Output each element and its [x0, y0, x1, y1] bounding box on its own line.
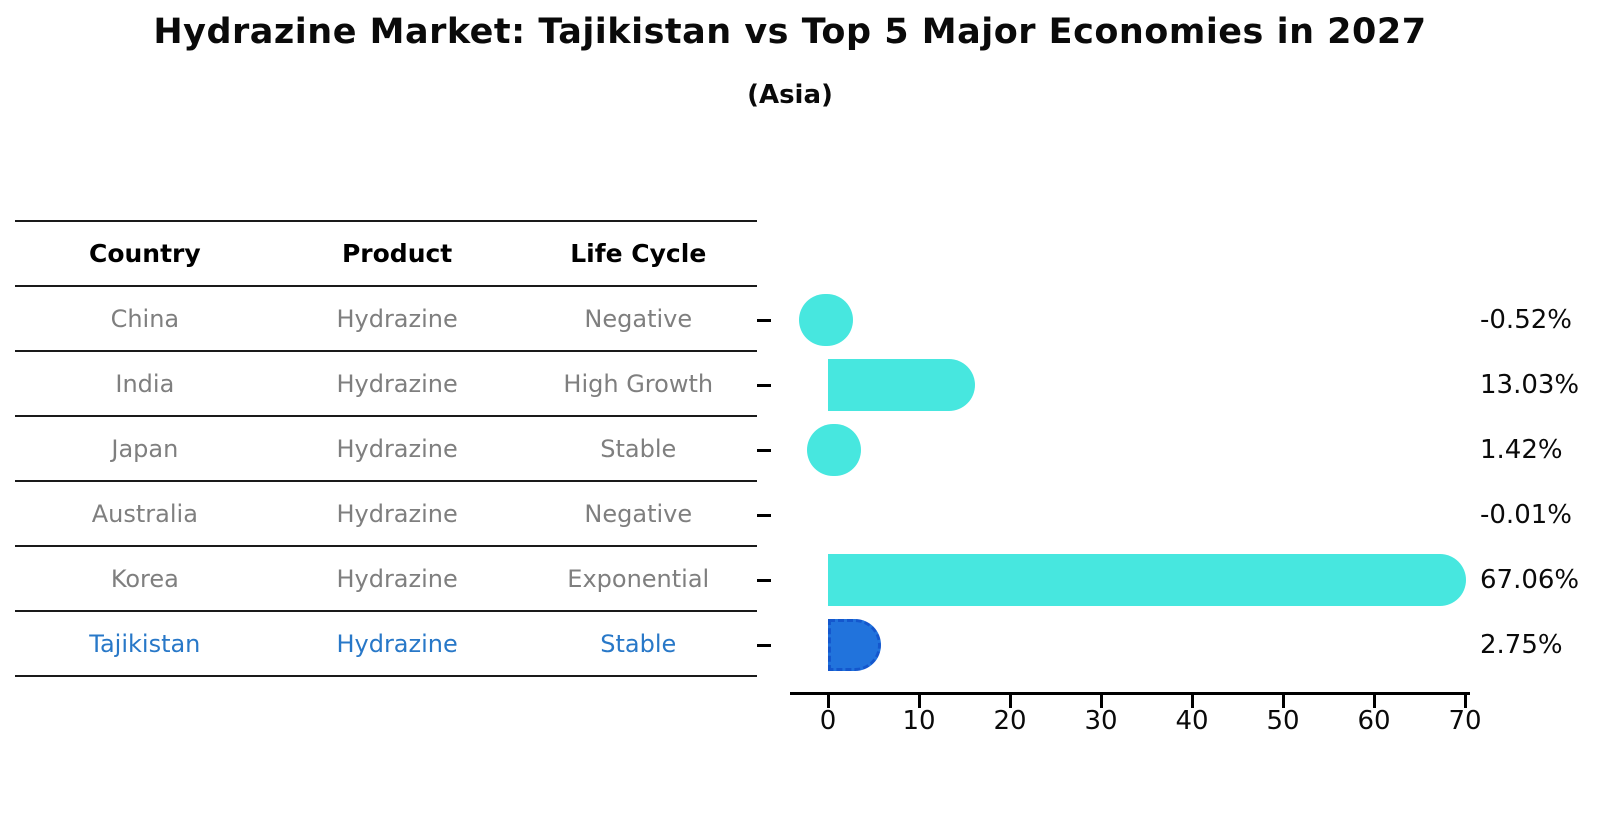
table-row: China Hydrazine Negative — [15, 287, 757, 352]
y-axis-tick — [757, 318, 771, 322]
lifecycle-cell: Negative — [584, 499, 693, 528]
x-axis-tick-label: 50 — [1266, 706, 1300, 736]
x-axis-tick-label: 10 — [902, 706, 936, 736]
y-axis-tick — [757, 643, 771, 647]
country-cell: Japan — [111, 434, 179, 463]
table-row: Korea Hydrazine Exponential — [15, 547, 757, 612]
country-cell: Korea — [110, 564, 179, 593]
bar-tajikistan — [828, 619, 882, 671]
x-axis-tick-label: 30 — [1084, 706, 1118, 736]
value-label: -0.52% — [1480, 305, 1572, 335]
x-axis-tick — [1463, 695, 1467, 708]
country-table: Country Product Life Cycle China Hydrazine Ne… — [15, 220, 757, 677]
table-row: Japan Hydrazine Stable — [15, 417, 757, 482]
lifecycle-cell: Stable — [600, 629, 677, 658]
x-axis-tick-label: 20 — [993, 706, 1027, 736]
value-label: 1.42% — [1480, 435, 1563, 465]
product-cell: Hydrazine — [336, 434, 458, 463]
lifecycle-cell: Stable — [600, 434, 677, 463]
x-axis-tick — [826, 695, 830, 708]
x-axis-tick — [1281, 695, 1285, 708]
x-axis-tick-label: 60 — [1357, 706, 1391, 736]
bar-india — [828, 359, 975, 411]
value-label: 67.06% — [1480, 565, 1580, 595]
product-cell: Hydrazine — [336, 304, 458, 333]
table-header-row: Country Product Life Cycle — [15, 222, 757, 287]
x-axis-tick-label: 70 — [1448, 706, 1482, 736]
value-label: 13.03% — [1480, 370, 1580, 400]
country-cell: China — [110, 304, 180, 333]
value-label: -0.01% — [1480, 500, 1572, 530]
column-header: Life Cycle — [570, 239, 707, 268]
y-axis-tick — [757, 578, 771, 582]
product-cell: Hydrazine — [336, 369, 458, 398]
column-header: Country — [88, 239, 201, 268]
table-row: India Hydrazine High Growth — [15, 352, 757, 417]
country-cell: Tajikistan — [89, 629, 201, 658]
y-axis-tick — [757, 448, 771, 452]
product-cell: Hydrazine — [336, 499, 458, 528]
x-axis-tick — [1099, 695, 1103, 708]
product-cell: Hydrazine — [336, 629, 458, 658]
lifecycle-cell: Negative — [584, 304, 693, 333]
x-axis-tick-label: 0 — [819, 706, 837, 736]
bar-china — [798, 294, 853, 346]
x-axis-tick — [917, 695, 921, 708]
x-axis-line — [790, 692, 1470, 695]
value-label: 2.75% — [1480, 630, 1563, 660]
column-header: Product — [341, 239, 453, 268]
x-axis-tick — [1372, 695, 1376, 708]
lifecycle-cell: High Growth — [563, 369, 714, 398]
table-row: Tajikistan Hydrazine Stable — [15, 612, 757, 677]
x-axis-tick — [1008, 695, 1012, 708]
country-cell: India — [115, 369, 175, 398]
bar-korea — [828, 554, 1467, 606]
country-cell: Australia — [91, 499, 198, 528]
x-axis-tick — [1190, 695, 1194, 708]
table-row: Australia Hydrazine Negative — [15, 482, 757, 547]
product-cell: Hydrazine — [336, 564, 458, 593]
bar-japan — [807, 424, 862, 476]
y-axis-tick — [757, 513, 771, 517]
y-axis-tick — [757, 383, 771, 387]
lifecycle-cell: Exponential — [567, 564, 710, 593]
chart-title: Hydrazine Market: Tajikistan vs Top 5 Ma… — [153, 12, 1427, 52]
chart-subtitle: (Asia) — [747, 80, 833, 110]
x-axis-tick-label: 40 — [1175, 706, 1209, 736]
